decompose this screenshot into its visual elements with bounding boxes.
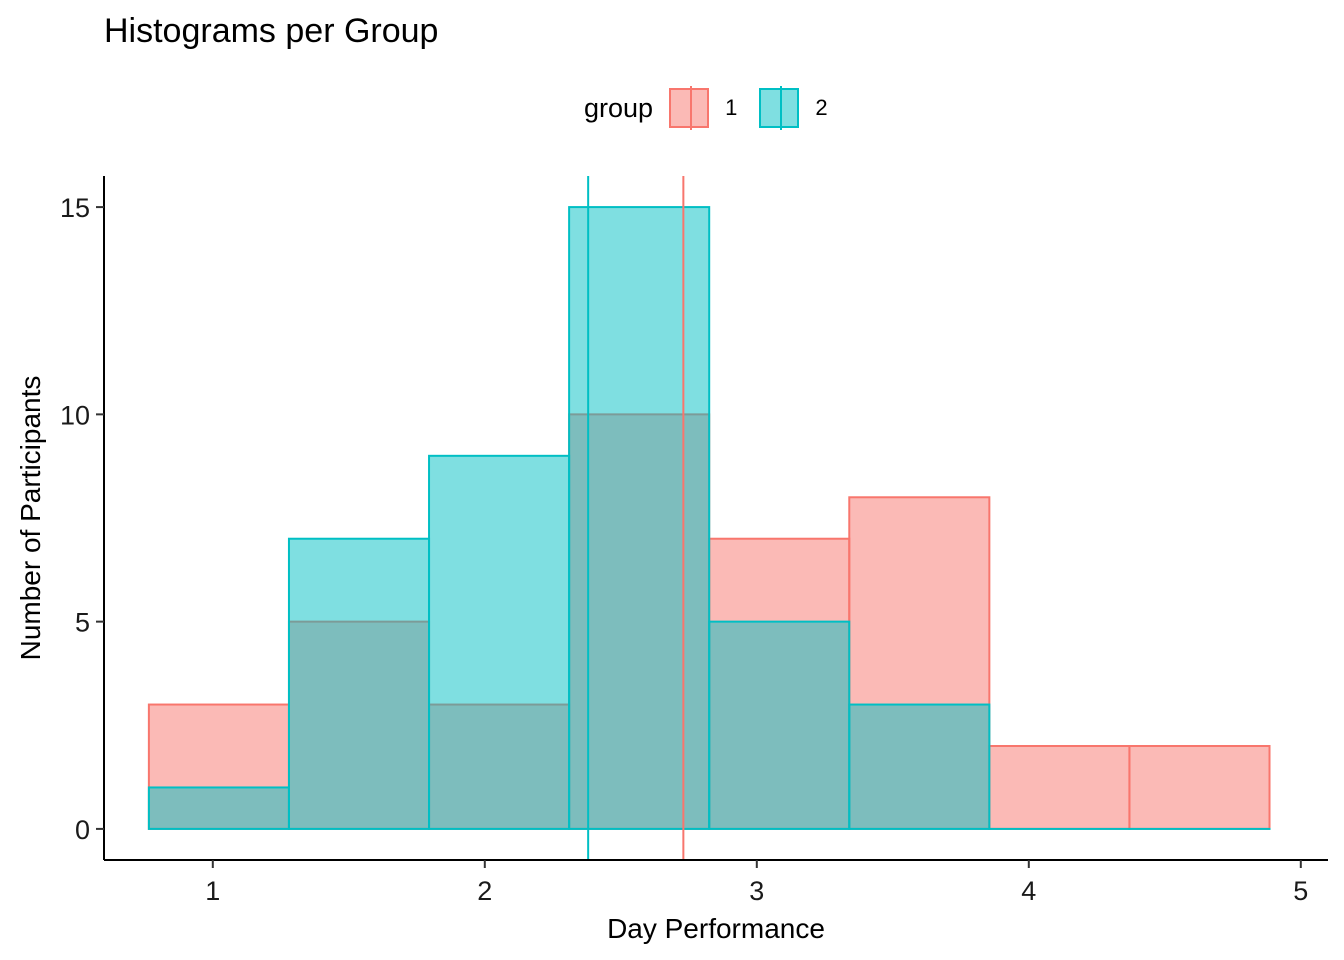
legend-item-group-2: 2 (759, 86, 828, 130)
axes-layer: 1 2 3 4 5 0 5 10 15 Day Performance Number of Part… (15, 176, 1328, 944)
y-tick-label: 10 (60, 400, 90, 430)
histogram-bar-group-2 (848, 703, 991, 830)
legend-item-group-1: 1 (669, 86, 738, 130)
x-axis-title: Day Performance (607, 913, 825, 944)
legend-key-group-1 (669, 86, 710, 130)
x-tick-label: 2 (477, 876, 492, 906)
y-axis-title: Number of Participants (15, 376, 46, 661)
x-tick-label: 3 (749, 876, 764, 906)
x-tick-label: 5 (1293, 876, 1308, 906)
histogram-bar-group-1 (1128, 745, 1271, 830)
legend-label: 1 (725, 95, 738, 120)
chart-title: Histograms per Group (104, 12, 439, 50)
histogram-bar-group-2 (147, 786, 290, 830)
histogram-bar-group-2 (708, 620, 851, 830)
histogram-bar-group-1 (988, 745, 1131, 830)
legend-label: 2 (815, 95, 828, 120)
y-tick-label: 5 (75, 608, 90, 638)
histogram-bar-group-2 (568, 206, 711, 830)
y-tick-label: 15 (60, 193, 90, 223)
x-tick-label: 1 (205, 876, 220, 906)
legend: group 1 2 (584, 86, 850, 130)
histogram-bar-group-2 (287, 537, 431, 830)
legend-title: group (584, 92, 654, 123)
legend-key-group-2 (759, 86, 800, 130)
x-tick-label: 4 (1021, 876, 1036, 906)
mean-lines-layer (587, 176, 685, 860)
y-tick-label: 0 (75, 815, 90, 845)
histogram-bar-group-2 (428, 454, 571, 830)
bars-layer (147, 206, 1271, 830)
